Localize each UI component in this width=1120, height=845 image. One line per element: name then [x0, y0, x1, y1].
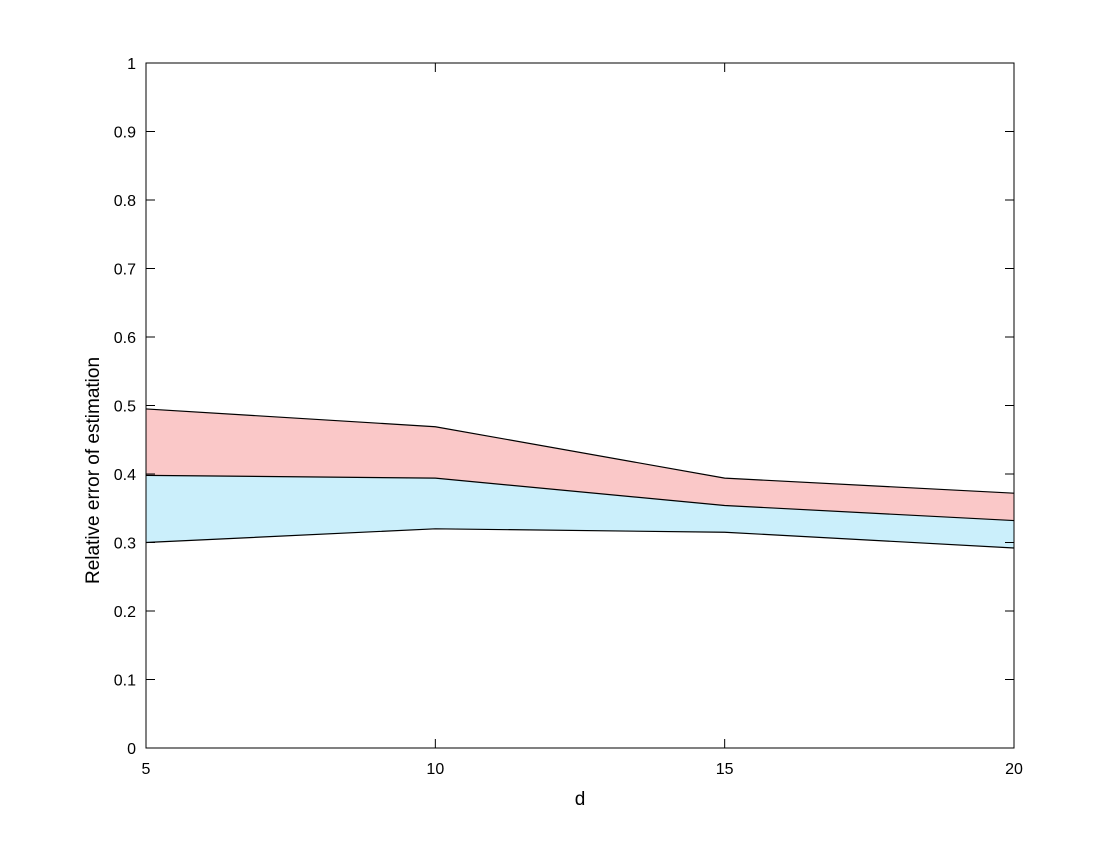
y-tick-label: 0.5 — [114, 399, 136, 416]
y-tick-label: 1 — [127, 56, 136, 73]
y-tick-label: 0.3 — [114, 536, 136, 553]
y-tick-label: 0.6 — [114, 330, 136, 347]
band-2 — [146, 408, 1014, 521]
y-tick-label: 0.1 — [114, 673, 136, 690]
x-tick-label: 5 — [142, 761, 151, 778]
lines-layer — [145, 408, 1015, 549]
y-tick-label: 0 — [127, 741, 136, 758]
x-tick-label: 20 — [1005, 761, 1023, 778]
ticks-layer — [145, 62, 1015, 749]
boundary-line-2 — [145, 474, 1015, 522]
bands-layer — [146, 408, 1014, 548]
x-tick-label: 10 — [426, 761, 444, 778]
boundary-line-1 — [145, 528, 1015, 549]
x-axis-label: d — [575, 789, 586, 810]
y-tick-label: 0.9 — [114, 125, 136, 142]
x-tick-label: 15 — [716, 761, 734, 778]
band-1 — [146, 475, 1014, 548]
plot-frame — [145, 62, 1015, 749]
y-tick-label: 0.2 — [114, 604, 136, 621]
y-tick-label: 0.4 — [114, 467, 136, 484]
y-tick-label: 0.8 — [114, 193, 136, 210]
y-tick-label: 0.7 — [114, 262, 136, 279]
y-axis-label: Relative error of estimation — [83, 357, 104, 584]
tick-labels-layer: 5 10 15 20 0 0.1 0.2 0.3 0.4 0.5 0.6 0.7 0.8 0.9 1 — [114, 56, 1023, 778]
boundary-line-3 — [145, 408, 1015, 494]
